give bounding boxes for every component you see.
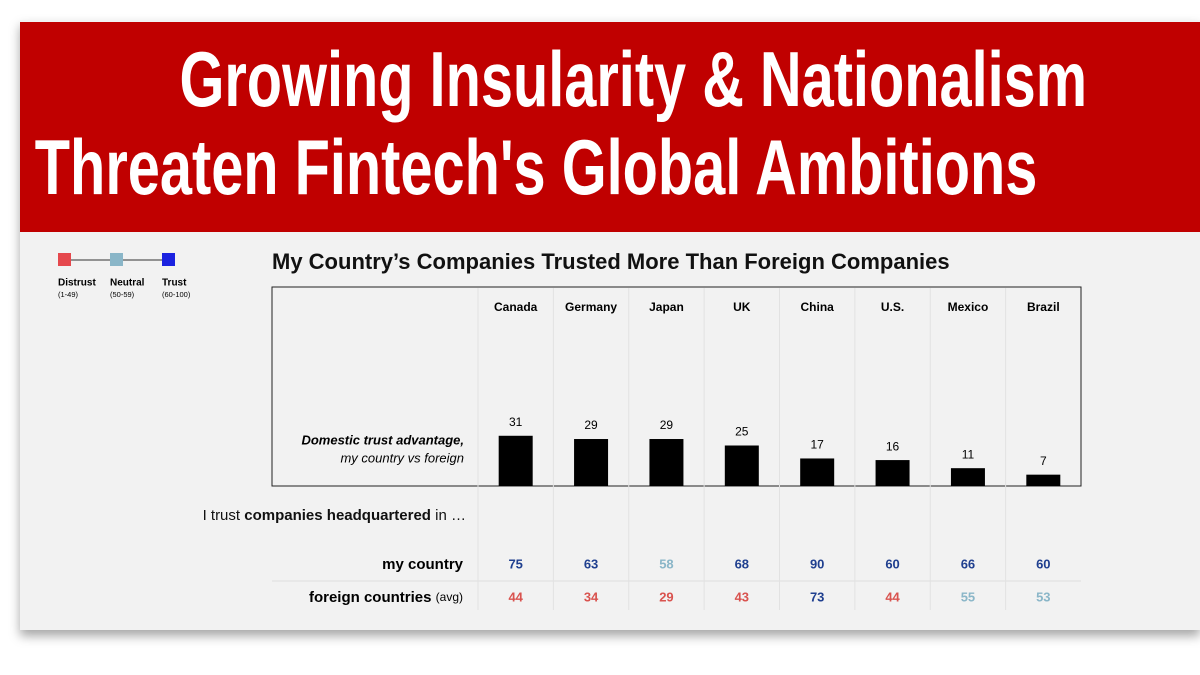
value-label: 25 bbox=[735, 425, 749, 439]
intro-part: in … bbox=[431, 507, 466, 524]
table-cell: 60 bbox=[885, 556, 899, 571]
bar bbox=[800, 458, 835, 486]
table-cell: 58 bbox=[659, 556, 673, 571]
table-cell: 34 bbox=[584, 589, 599, 604]
title-line: Growing Insularity & Nationalism bbox=[20, 34, 1200, 124]
table-cell: 75 bbox=[508, 556, 522, 571]
bar bbox=[875, 460, 910, 486]
title-text: Threaten Fintech's Global Ambitions bbox=[34, 123, 1038, 211]
value-label: 29 bbox=[660, 418, 674, 432]
table-cell: 68 bbox=[735, 556, 749, 571]
bar bbox=[574, 439, 609, 486]
legend-label: Trust bbox=[162, 278, 187, 289]
title-text: Growing Insularity & Nationalism bbox=[179, 35, 1088, 123]
x-tick-label: Germany bbox=[565, 300, 617, 314]
chart: My Country’s Companies Trusted More Than… bbox=[58, 249, 1082, 610]
y-label: my country vs foreign bbox=[340, 450, 464, 465]
legend-swatch bbox=[58, 253, 71, 266]
table-cell: 90 bbox=[810, 556, 824, 571]
x-tick-label: Brazil bbox=[1027, 300, 1060, 314]
chart-title: My Country’s Companies Trusted More Than… bbox=[272, 249, 950, 274]
value-label: 7 bbox=[1040, 454, 1047, 468]
value-label: 11 bbox=[962, 447, 975, 461]
legend-label: Neutral bbox=[110, 278, 145, 289]
value-label: 29 bbox=[584, 418, 598, 432]
table-cell: 66 bbox=[961, 556, 975, 571]
value-label: 17 bbox=[811, 438, 825, 452]
x-tick-label: U.S. bbox=[881, 300, 904, 314]
table-cell: 29 bbox=[659, 589, 673, 604]
bar bbox=[1026, 474, 1061, 486]
table-cell: 73 bbox=[810, 589, 824, 604]
table-cell: 44 bbox=[508, 589, 523, 604]
table-cell: 60 bbox=[1036, 556, 1050, 571]
title-line: Threaten Fintech's Global Ambitions bbox=[20, 122, 1200, 212]
table-cell: 44 bbox=[885, 589, 900, 604]
row-label: foreign countries (avg) bbox=[309, 589, 463, 606]
legend-swatch bbox=[162, 253, 175, 266]
legend-swatch bbox=[110, 253, 123, 266]
row-label: my country bbox=[382, 556, 464, 573]
x-tick-label: China bbox=[801, 300, 835, 314]
bar bbox=[950, 468, 985, 486]
row-label-text: foreign countries bbox=[309, 589, 432, 606]
table-cell: 63 bbox=[584, 556, 598, 571]
x-tick-label: UK bbox=[733, 300, 751, 314]
x-tick-label: Japan bbox=[649, 300, 684, 314]
table-intro: I trust companies headquartered in … bbox=[203, 507, 466, 524]
intro-part: companies headquartered bbox=[244, 507, 431, 524]
value-label: 16 bbox=[886, 439, 900, 453]
legend-label: Distrust bbox=[58, 278, 96, 289]
row-label-note: (avg) bbox=[436, 590, 463, 604]
x-tick-label: Canada bbox=[494, 300, 538, 314]
legend-range: (50-59) bbox=[110, 290, 135, 299]
table-cell: 53 bbox=[1036, 589, 1050, 604]
legend-range: (60-100) bbox=[162, 290, 191, 299]
table-cell: 55 bbox=[961, 589, 975, 604]
intro-part: I trust bbox=[203, 507, 245, 524]
y-label: Domestic trust advantage, bbox=[301, 432, 464, 447]
x-tick-label: Mexico bbox=[948, 300, 989, 314]
value-label: 31 bbox=[509, 415, 523, 429]
header: Growing Insularity & Nationalism Threate… bbox=[20, 22, 1200, 232]
table-cell: 43 bbox=[735, 589, 749, 604]
legend-range: (1-49) bbox=[58, 290, 79, 299]
bar bbox=[724, 445, 759, 486]
bar bbox=[649, 439, 684, 486]
bar bbox=[498, 435, 533, 486]
row-label-text: my country bbox=[382, 556, 464, 573]
